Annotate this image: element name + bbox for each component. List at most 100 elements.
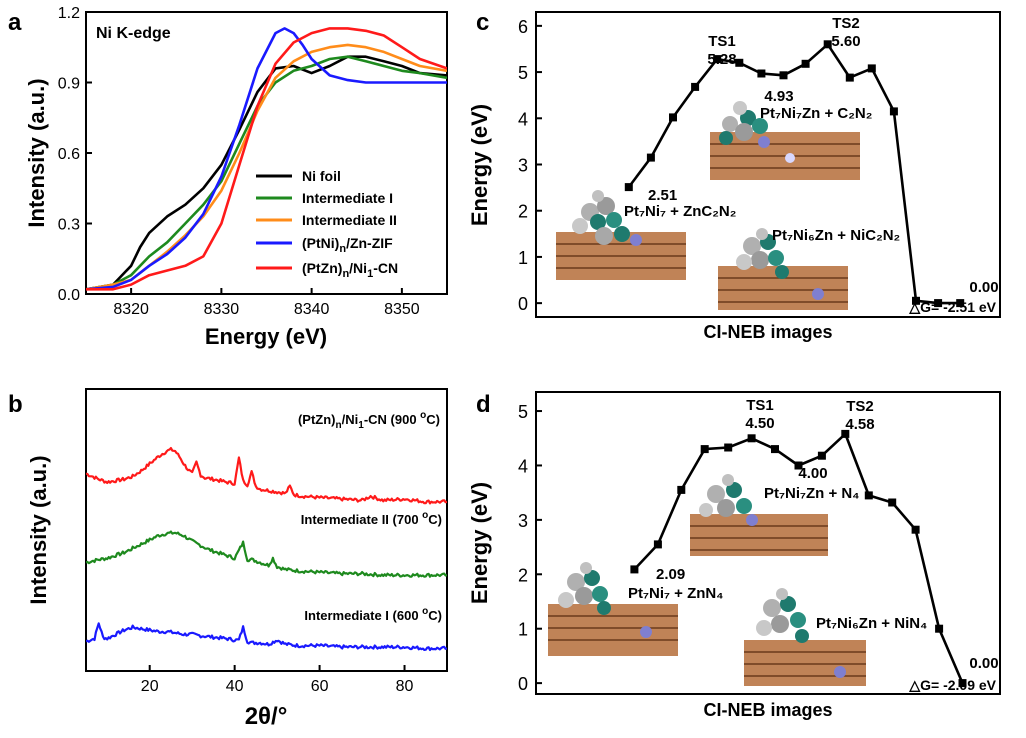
panel-b-ylabel: Intensity (a.u.) <box>26 455 51 604</box>
panel-a-line-ptzn-n-ni1-cn <box>86 27 447 291</box>
panel-b-line-ptzn-n-ni1-cn-900-c <box>86 447 447 505</box>
panel-c-label-ts2: TS2 <box>832 15 860 32</box>
legend-label-intermediate-i: Intermediate I <box>302 190 393 206</box>
panel-c-delta-g: △G= -2.51 eV <box>908 299 996 315</box>
panel-c-structure-upper <box>710 101 860 180</box>
panel-b-frame <box>85 388 448 672</box>
panel-c-point <box>867 64 876 73</box>
panel-c-point <box>757 69 766 78</box>
panel-c-point <box>912 296 920 305</box>
panel-c-inset-label-left: Pt₇Ni₇ + ZnC₂N₂ <box>624 203 736 220</box>
panel-c-ytick-label: 5 <box>518 63 528 83</box>
panel-d-label-start: 2.09 <box>656 566 685 583</box>
panel-c-xlabel: CI-NEB images <box>703 322 832 342</box>
panel-d-point <box>677 485 686 494</box>
panel-d-ytick-label: 0 <box>518 674 528 694</box>
panel-c-ytick-label: 3 <box>518 156 528 176</box>
panel-c-ylabel: Energy (eV) <box>467 104 492 226</box>
panel-d-point <box>864 491 873 500</box>
panel-c-point <box>691 82 700 91</box>
panel-a-series <box>86 27 447 291</box>
panel-d-point <box>935 624 944 633</box>
panel-d-point <box>958 679 967 688</box>
panel-c-point <box>823 40 832 49</box>
panel-c-ytick-label: 4 <box>518 109 528 129</box>
panel-b-label-red: (PtZn)n/Ni1-CN (900 oC) <box>298 410 440 431</box>
panel-d-ytick-label: 3 <box>518 511 528 531</box>
panel-a-ytick-label: 0.0 <box>58 287 80 304</box>
panel-c-point <box>779 71 788 80</box>
panel-c-point <box>889 107 898 116</box>
panel-b-label-green: Intermediate II (700 oC) <box>301 510 442 527</box>
panel-d-point <box>771 445 779 454</box>
panel-a-xtick-label: 8350 <box>384 301 420 318</box>
panel-a-line-ni-foil <box>86 55 447 291</box>
panel-d-label-ts1-value: 4.50 <box>745 415 774 432</box>
panel-c-ytick-label: 0 <box>518 294 528 314</box>
panel-b-line-intermediate-ii-700-c <box>86 530 447 578</box>
panel-d-point <box>700 445 709 454</box>
panel-c-energy-line <box>627 42 961 305</box>
panel-d-point <box>653 540 662 549</box>
panel-a-line-ptni-n-zn-zif <box>86 27 447 291</box>
panel-c-point <box>956 299 965 308</box>
panel-b-ticks: 20 40 60 80 <box>141 665 414 695</box>
panel-d-ytick-label: 5 <box>518 402 528 422</box>
panel-d-point <box>724 443 733 452</box>
panel-b-label-blue: Intermediate I (600 oC) <box>304 606 442 623</box>
panel-c-point <box>934 299 943 308</box>
panel-c-series <box>624 40 965 308</box>
panel-c-label-ts2-value: 5.60 <box>831 33 860 50</box>
panel-b-letter: b <box>8 391 23 418</box>
panel-d-label-ts2-value: 4.58 <box>845 416 874 433</box>
legend-label-intermediate-ii: Intermediate II <box>302 212 397 228</box>
panel-b: b 20 40 60 80 2θ/° Intensity (a.u.) (PtZn)n… <box>8 388 448 730</box>
panel-d-point <box>747 434 756 443</box>
panel-d-point <box>911 525 920 534</box>
panel-c-structure-right <box>718 228 848 310</box>
panel-b-xtick-label: 60 <box>311 678 329 695</box>
panel-a: a 8320 8330 8340 8350 0.0 0.3 0.6 0.9 1.2 Ni K-e… <box>8 5 448 349</box>
panel-c-label-end: 0.00 <box>969 279 998 296</box>
panel-d-ytick-label: 2 <box>518 565 528 585</box>
panel-a-ytick-label: 0.3 <box>58 217 80 234</box>
panel-c-letter: c <box>476 9 489 36</box>
panel-a-ytick-label: 0.9 <box>58 76 80 93</box>
panel-d-letter: d <box>476 391 491 418</box>
panel-c-label-ts1: TS1 <box>708 33 736 50</box>
panel-a-legend: Ni foil Intermediate I Intermediate II (… <box>256 168 398 280</box>
panel-c-point <box>801 59 810 68</box>
panel-b-series <box>86 447 447 652</box>
panel-c-point <box>845 73 854 82</box>
panel-a-letter: a <box>8 9 22 36</box>
panel-d-series <box>630 429 967 688</box>
panel-d-point <box>888 498 897 507</box>
panel-d-label-end: 0.00 <box>969 655 998 672</box>
panel-c-ticks: 0 1 2 3 4 5 6 <box>518 17 542 314</box>
panel-d-ytick-label: 1 <box>518 620 528 640</box>
panel-d-label-mid: 4.00 <box>798 465 827 482</box>
panel-c-point <box>624 183 633 192</box>
panel-c-point <box>735 58 744 67</box>
panel-c-label-mid: 4.93 <box>764 88 793 105</box>
panel-d-structure-upper <box>690 474 828 556</box>
panel-a-ytick-label: 0.6 <box>58 146 80 163</box>
panel-c-ytick-label: 1 <box>518 248 528 268</box>
panel-d-ylabel: Energy (eV) <box>467 482 492 604</box>
panel-a-xtick-label: 8340 <box>294 301 330 318</box>
panel-c-inset-label-upper: Pt₇Ni₇Zn + C₂N₂ <box>760 105 872 122</box>
panel-d-point <box>794 461 803 470</box>
legend-label-ni-foil: Ni foil <box>302 168 341 184</box>
panel-a-xtick-label: 8320 <box>113 301 149 318</box>
panel-b-line-intermediate-i-600-c <box>86 622 447 652</box>
legend-label-ptni-zif: (PtNi)n/Zn-ZIF <box>302 235 393 255</box>
panel-a-xlabel: Energy (eV) <box>205 324 327 349</box>
panel-b-xtick-label: 20 <box>141 678 159 695</box>
panel-d-inset-label-left: Pt₇Ni₇ + ZnN₄ <box>628 585 723 602</box>
panel-d: d 0 1 2 3 4 5 2.09 TS1 <box>467 391 1001 720</box>
panel-c-inset-label-right: Pt₇Ni₆Zn + NiC₂N₂ <box>772 227 900 244</box>
panel-c-point <box>713 55 722 64</box>
panel-d-ytick-label: 4 <box>518 456 528 476</box>
panel-d-structure-left <box>548 562 678 656</box>
